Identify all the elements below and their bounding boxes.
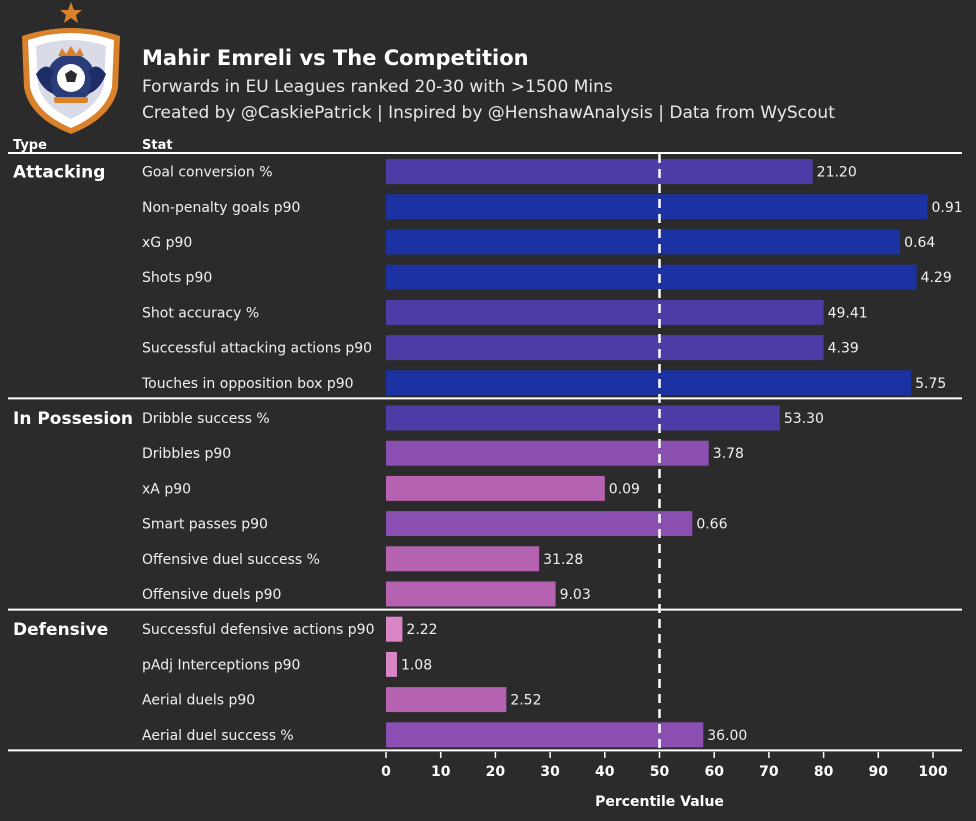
club-crest-icon: [22, 2, 120, 134]
x-tick-label: 0: [381, 764, 391, 780]
chart-subtitle: Forwards in EU Leagues ranked 20-30 with…: [142, 77, 613, 97]
bar-value-label: 36.00: [707, 728, 747, 744]
stat-label: Shot accuracy %: [142, 305, 259, 321]
bar-value-label: 31.28: [543, 552, 583, 568]
bar-value-label: 21.20: [817, 165, 857, 181]
x-tick-label: 100: [918, 764, 947, 780]
bar-value-label: 5.75: [915, 376, 946, 392]
stat-label: Dribble success %: [142, 411, 270, 427]
chart-credit: Created by @CaskiePatrick | Inspired by …: [142, 103, 835, 123]
x-tick-label: 30: [540, 764, 560, 780]
stat-label: Goal conversion %: [142, 165, 273, 181]
bar-value-label: 2.22: [406, 622, 437, 638]
bar-value-label: 0.91: [932, 200, 963, 216]
bar: [386, 546, 540, 572]
stat-label: Aerial duel success %: [142, 728, 294, 744]
bar-value-label: 0.09: [609, 481, 640, 497]
group-label: Defensive: [13, 620, 108, 640]
stat-label: Offensive duel success %: [142, 552, 320, 568]
stat-label: pAdj Interceptions p90: [142, 657, 300, 673]
x-axis-label: Percentile Value: [595, 794, 724, 810]
stat-label: Touches in opposition box p90: [141, 376, 354, 392]
bar: [386, 229, 901, 255]
bar: [386, 511, 693, 537]
column-header-stat: Stat: [142, 138, 173, 153]
bar: [386, 405, 780, 431]
bar: [386, 264, 917, 290]
x-tick-label: 90: [869, 764, 889, 780]
bar: [386, 370, 912, 396]
bar: [386, 687, 507, 713]
x-tick-label: 50: [650, 764, 670, 780]
bar-value-label: 9.03: [560, 587, 591, 603]
stat-label: xA p90: [142, 481, 191, 497]
group-label: In Possesion: [13, 409, 133, 429]
bar-value-label: 4.29: [921, 270, 952, 286]
stat-label: Dribbles p90: [142, 446, 231, 462]
x-tick-label: 10: [431, 764, 451, 780]
bar: [386, 194, 928, 220]
bar-value-label: 4.39: [828, 341, 859, 357]
stat-label: Non-penalty goals p90: [142, 200, 300, 216]
bar-value-label: 0.66: [696, 517, 727, 533]
bar-value-label: 2.52: [510, 693, 541, 709]
bar-value-label: 0.64: [904, 235, 935, 251]
stat-label: Offensive duels p90: [142, 587, 281, 603]
x-tick-label: 20: [486, 764, 506, 780]
bar: [386, 722, 704, 748]
bar-value-label: 49.41: [828, 305, 868, 321]
x-tick-label: 40: [595, 764, 615, 780]
stat-label: xG p90: [142, 235, 192, 251]
bar: [386, 159, 813, 185]
stat-label: Successful defensive actions p90: [142, 622, 374, 638]
bar-value-label: 3.78: [713, 446, 744, 462]
bar: [386, 651, 397, 677]
x-tick-label: 60: [704, 764, 724, 780]
stat-label: Smart passes p90: [142, 517, 268, 533]
group-label: Attacking: [13, 163, 105, 183]
column-header-type: Type: [13, 138, 47, 153]
x-tick-label: 80: [814, 764, 834, 780]
bar: [386, 335, 824, 361]
bar: [386, 299, 824, 325]
bar-value-label: 53.30: [784, 411, 824, 427]
bar: [386, 440, 709, 466]
stat-label: Shots p90: [142, 270, 212, 286]
bar: [386, 581, 556, 607]
stat-label: Successful attacking actions p90: [142, 341, 372, 357]
bar: [386, 616, 403, 642]
bar-value-label: 1.08: [401, 657, 432, 673]
chart-title: Mahir Emreli vs The Competition: [142, 46, 529, 70]
x-tick-label: 70: [759, 764, 779, 780]
bar: [386, 475, 605, 501]
stat-label: Aerial duels p90: [142, 693, 255, 709]
